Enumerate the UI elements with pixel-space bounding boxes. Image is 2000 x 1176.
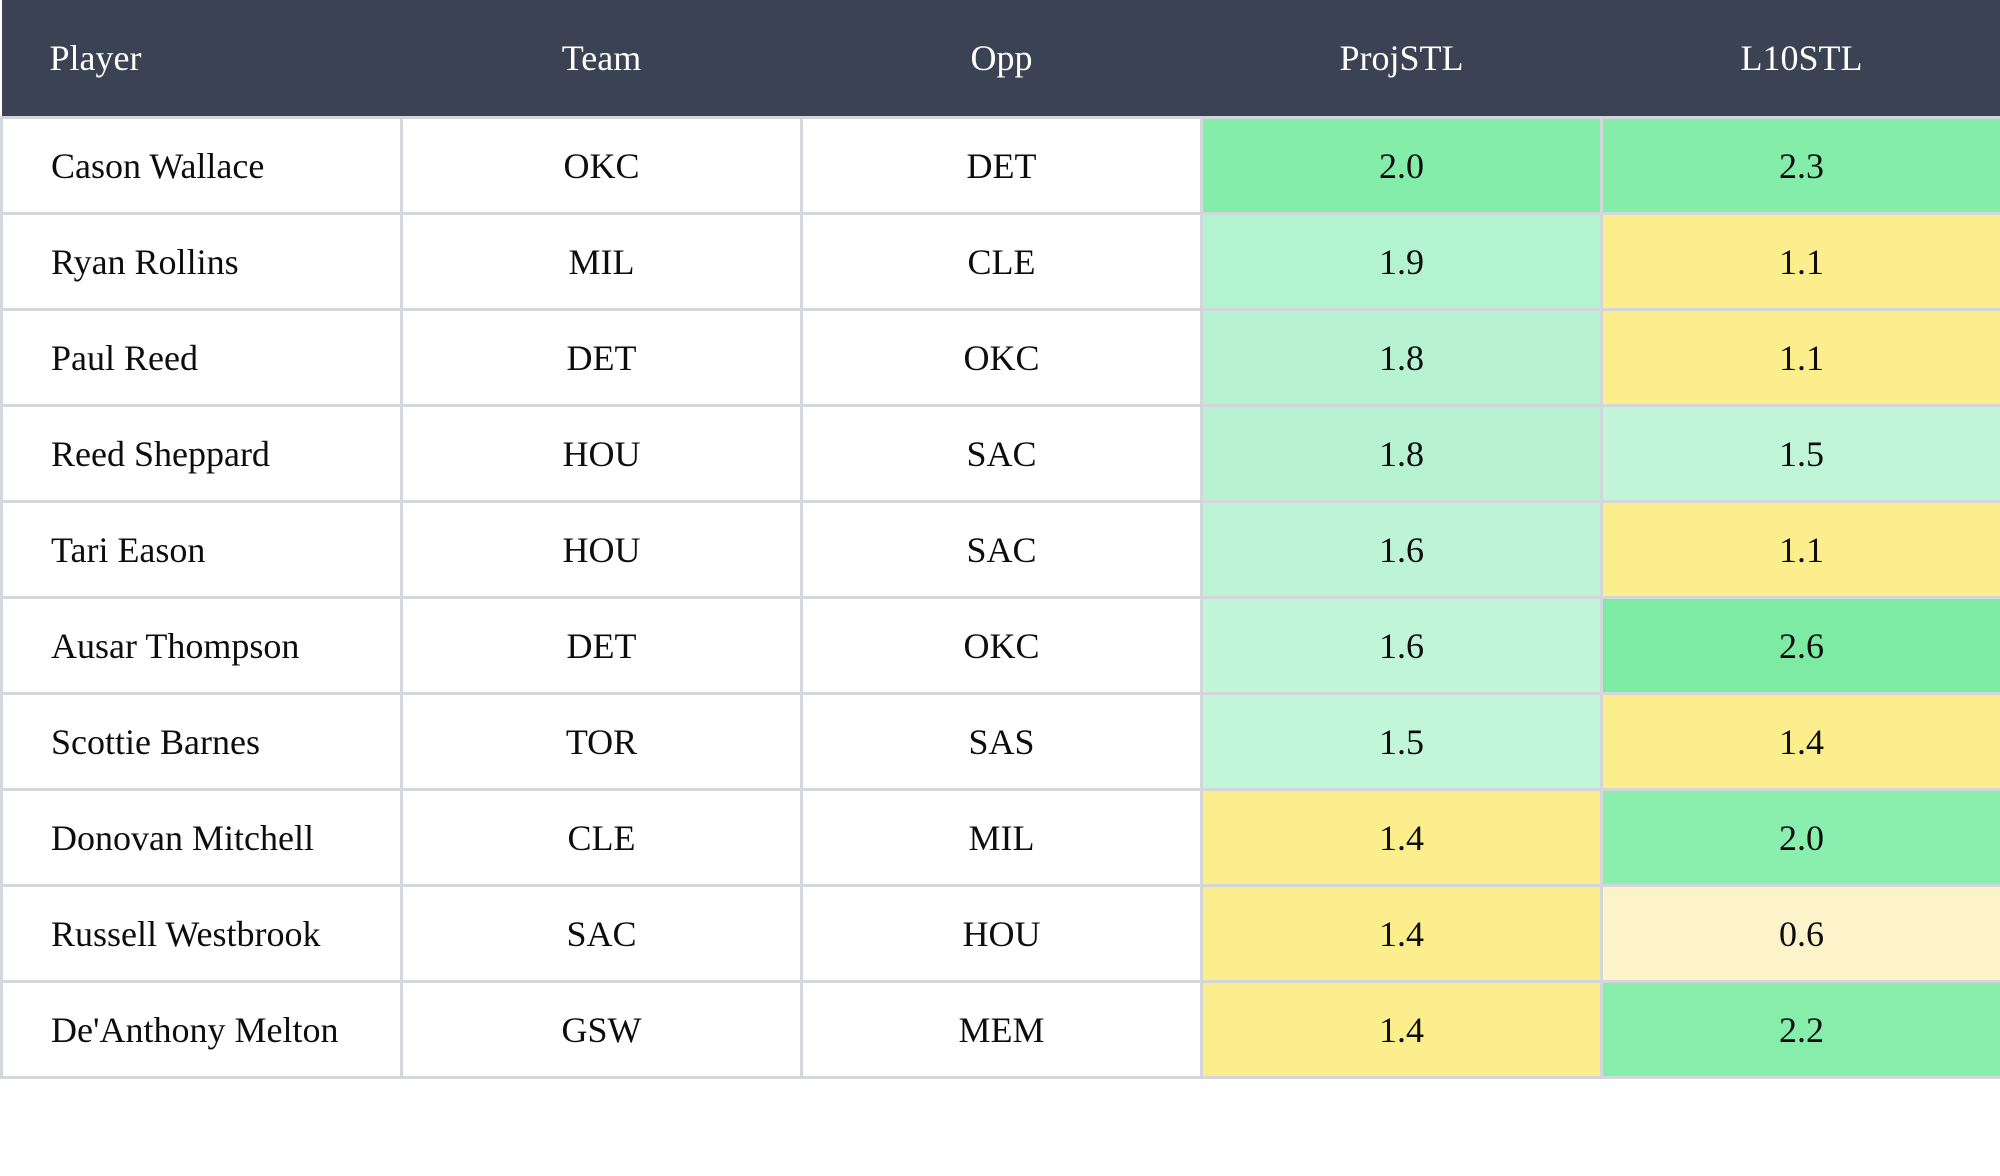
l10stl-cell: 1.1 — [1600, 500, 2000, 599]
player-cell: Donovan Mitchell — [0, 788, 403, 887]
table-row: Ausar Thompson DET OKC 1.6 2.6 — [0, 596, 2000, 695]
player-cell: De'Anthony Melton — [0, 980, 403, 1079]
table-row: Cason Wallace OKC DET 2.0 2.3 — [0, 116, 2000, 215]
projstl-cell: 1.6 — [1200, 596, 1603, 695]
opp-cell: SAC — [800, 500, 1203, 599]
team-cell: TOR — [400, 692, 803, 791]
projstl-cell: 2.0 — [1200, 116, 1603, 215]
projstl-cell: 1.4 — [1200, 884, 1603, 983]
player-cell: Scottie Barnes — [0, 692, 403, 791]
team-cell: DET — [400, 308, 803, 407]
opp-cell: DET — [800, 116, 1203, 215]
l10stl-cell: 2.2 — [1600, 980, 2000, 1079]
projstl-cell: 1.8 — [1200, 308, 1603, 407]
opp-cell: OKC — [800, 308, 1203, 407]
l10stl-cell: 1.1 — [1600, 308, 2000, 407]
team-cell: DET — [400, 596, 803, 695]
table-header: Player Team Opp ProjSTL L10STL — [1, 0, 2000, 118]
opp-cell: MEM — [800, 980, 1203, 1079]
table-row: Ryan Rollins MIL CLE 1.9 1.1 — [0, 212, 2000, 311]
projstl-cell: 1.9 — [1200, 212, 1603, 311]
table-row: Donovan Mitchell CLE MIL 1.4 2.0 — [0, 788, 2000, 887]
player-cell: Ryan Rollins — [0, 212, 403, 311]
opp-cell: SAC — [800, 404, 1203, 503]
column-header-projstl[interactable]: ProjSTL — [1201, 0, 1602, 118]
projstl-cell: 1.6 — [1200, 500, 1603, 599]
player-cell: Paul Reed — [0, 308, 403, 407]
team-cell: HOU — [400, 404, 803, 503]
opp-cell: OKC — [800, 596, 1203, 695]
opp-cell: SAS — [800, 692, 1203, 791]
player-cell: Russell Westbrook — [0, 884, 403, 983]
table-row: Reed Sheppard HOU SAC 1.8 1.5 — [0, 404, 2000, 503]
team-cell: MIL — [400, 212, 803, 311]
table-row: Russell Westbrook SAC HOU 1.4 0.6 — [0, 884, 2000, 983]
table-row: Paul Reed DET OKC 1.8 1.1 — [0, 308, 2000, 407]
projstl-cell: 1.8 — [1200, 404, 1603, 503]
l10stl-cell: 2.3 — [1600, 116, 2000, 215]
header-row: Player Team Opp ProjSTL L10STL — [1, 0, 2000, 118]
team-cell: HOU — [400, 500, 803, 599]
column-header-team[interactable]: Team — [401, 0, 802, 118]
column-header-l10stl[interactable]: L10STL — [1601, 0, 2000, 118]
table-row: De'Anthony Melton GSW MEM 1.4 2.2 — [0, 980, 2000, 1079]
opp-cell: CLE — [800, 212, 1203, 311]
l10stl-cell: 2.0 — [1600, 788, 2000, 887]
player-cell: Ausar Thompson — [0, 596, 403, 695]
table-row: Tari Eason HOU SAC 1.6 1.1 — [0, 500, 2000, 599]
stats-table: Player Team Opp ProjSTL L10STL Cason Wal… — [0, 0, 2000, 1079]
l10stl-cell: 1.4 — [1600, 692, 2000, 791]
column-header-opp[interactable]: Opp — [801, 0, 1202, 118]
l10stl-cell: 1.1 — [1600, 212, 2000, 311]
team-cell: GSW — [400, 980, 803, 1079]
projstl-cell: 1.4 — [1200, 980, 1603, 1079]
player-cell: Cason Wallace — [0, 116, 403, 215]
projstl-cell: 1.5 — [1200, 692, 1603, 791]
l10stl-cell: 2.6 — [1600, 596, 2000, 695]
table-row: Scottie Barnes TOR SAS 1.5 1.4 — [0, 692, 2000, 791]
opp-cell: MIL — [800, 788, 1203, 887]
opp-cell: HOU — [800, 884, 1203, 983]
team-cell: OKC — [400, 116, 803, 215]
team-cell: SAC — [400, 884, 803, 983]
l10stl-cell: 0.6 — [1600, 884, 2000, 983]
table-body: Cason Wallace OKC DET 2.0 2.3 Ryan Rollins MIL… — [0, 116, 2000, 1079]
l10stl-cell: 1.5 — [1600, 404, 2000, 503]
team-cell: CLE — [400, 788, 803, 887]
player-cell: Reed Sheppard — [0, 404, 403, 503]
player-cell: Tari Eason — [0, 500, 403, 599]
column-header-player[interactable]: Player — [1, 0, 402, 118]
projstl-cell: 1.4 — [1200, 788, 1603, 887]
